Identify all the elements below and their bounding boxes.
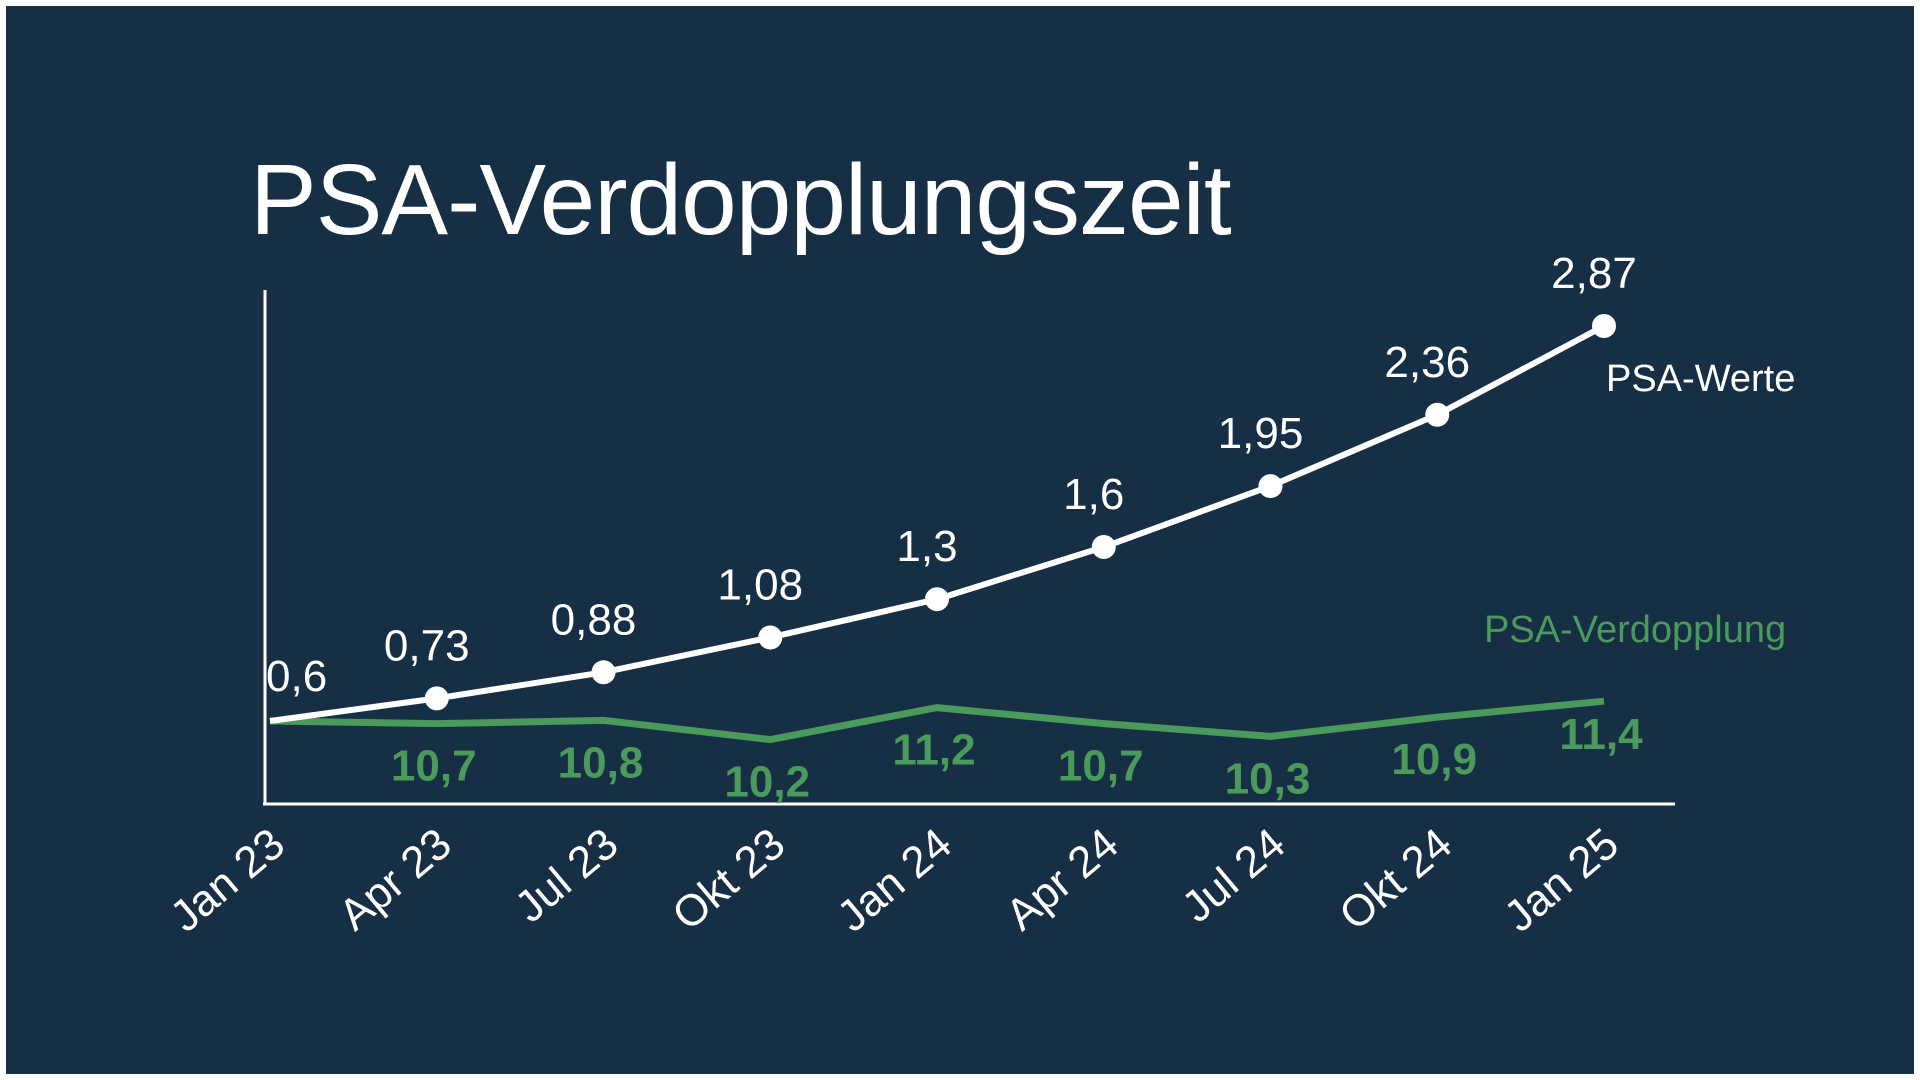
psa-werte-value-label: 0,88 [551,595,637,644]
x-tick-label: Jul 23 [506,819,627,932]
psa-verdopplung-value-label: 10,8 [558,738,644,787]
psa-werte-point [1258,474,1283,499]
psa-werte-point [424,686,449,711]
x-tick-label: Apr 23 [330,819,461,940]
series-labels: PSA-Werte PSA-Verdopplung [1484,358,1795,651]
x-tick-label: Jul 24 [1173,819,1294,932]
psa-verdopplung-value-label: 10,7 [391,742,477,791]
psa-werte-value-label: 0,6 [266,652,327,701]
psa-verdopplung-value-label: 11,4 [1559,710,1643,759]
psa-werte-point [1425,402,1450,427]
psa-verdopplung-data-labels: 10,7 10,8 10,2 11,2 10,7 10,3 10,9 11,4 [391,710,1643,806]
psa-verdopplung-value-label: 10,7 [1058,742,1144,791]
x-tick-label: Okt 24 [1330,819,1461,940]
psa-verdopplung-value-label: 11,2 [892,726,975,775]
series-psa-verdopplung [269,697,1605,744]
chart-title: PSA-Verdopplungszeit [250,144,1232,256]
psa-verdopplung-line [269,697,1605,744]
psa-werte-value-label: 1,08 [717,560,803,609]
psa-werte-point [1091,535,1116,559]
psa-werte-value-label: 2,36 [1384,338,1470,387]
series-psa-werte [269,314,1616,724]
psa-werte-value-label: 1,6 [1063,470,1124,519]
psa-werte-value-label: 1,95 [1218,409,1304,458]
x-tick-label: Apr 24 [997,819,1128,940]
x-tick-label: Jan 25 [1495,819,1628,941]
psa-verdopplung-value-label: 10,2 [724,758,810,807]
psa-werte-data-labels: 0,6 0,73 0,88 1,08 1,3 1,6 1,95 2,36 2,87 [266,249,1637,701]
psa-verdopplung-value-label: 10,9 [1391,735,1477,784]
psa-werte-point [1592,314,1616,339]
psa-verdopplung-series-label: PSA-Verdopplung [1484,609,1786,651]
psa-werte-value-label: 2,87 [1551,249,1637,298]
psa-werte-point [758,625,783,650]
psa-werte-point [925,587,949,612]
x-tick-labels: Jan 23 Apr 23 Jul 23 Okt 23 Jan 24 Apr 24 Jul … [161,819,1628,941]
psa-werte-series-label: PSA-Werte [1606,358,1795,400]
psa-werte-value-label: 1,3 [896,522,957,571]
psa-werte-value-label: 0,73 [384,621,470,670]
x-tick-label: Jan 24 [828,819,961,941]
slide-background [6,6,1914,1074]
x-tick-label: Okt 23 [663,819,794,940]
x-tick-label: Jan 23 [161,819,294,941]
psa-verdopplung-value-label: 10,3 [1225,754,1311,803]
psa-werte-point [591,660,616,685]
